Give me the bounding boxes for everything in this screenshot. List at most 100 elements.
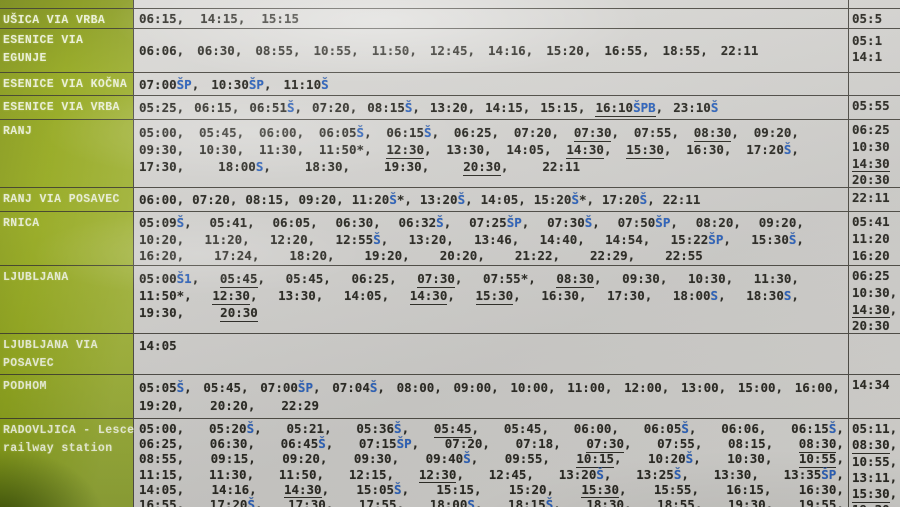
- departure-time: 10:55,: [852, 453, 898, 469]
- departure-time: 14:30,: [852, 301, 898, 319]
- service-code: Š: [457, 192, 466, 207]
- departure-time: 20:30,: [463, 159, 509, 176]
- later-departure-line: 20:30: [852, 318, 900, 333]
- departure-time: 08:55,: [255, 43, 301, 58]
- destination-cell: RANJ VIA POSAVEC: [0, 188, 134, 211]
- destination-label: ESENICE VIA: [3, 34, 84, 47]
- departure-time: 11:20Š*,: [351, 192, 412, 207]
- departure-time: 05:05Š,: [139, 380, 192, 395]
- departure-time: 15:20,: [546, 43, 592, 58]
- later-departures-cell: [848, 73, 900, 95]
- departure-time: 14:30,: [283, 481, 330, 499]
- departures-line: 05:00, 05:20Š, 05:21, 05:36Š, 05:45, 05:45, 06…: [139, 421, 844, 438]
- departures-line: 11:15, 11:30, 11:50, 12:15, 12:30, 12:45, 13:2…: [139, 466, 844, 484]
- destination-cell: LJUBLJANA: [0, 266, 134, 333]
- departure-time: 18:15Š,: [508, 497, 561, 507]
- service-code: Š: [596, 466, 604, 482]
- departure-time: 06:30,: [209, 436, 255, 452]
- departures-cell: 06:06, 06:30, 08:55, 10:55, 11:50, 12:45, 14:1…: [134, 29, 848, 72]
- departure-time: 19:55,: [798, 497, 844, 507]
- departure-time: 15:05Š,: [356, 481, 410, 497]
- departure-time: 12:00,: [624, 380, 670, 395]
- departure-time: 07:55,: [633, 125, 679, 140]
- departure-time: 11:50,: [371, 43, 417, 58]
- departures-line: 05:05Š, 05:45, 07:00ŠP, 07:04Š, 08:00, 09:00,…: [139, 379, 844, 397]
- departure-time: 14:16,: [488, 43, 534, 58]
- departure-time: 05:00,: [139, 421, 185, 436]
- departures-line: 14:05: [139, 337, 844, 354]
- later-departure-line: 05:55: [852, 98, 900, 114]
- departure-time: 16:00,: [794, 380, 840, 395]
- departure-time: 08:20,: [695, 215, 741, 230]
- later-departure-line: 19:30,: [852, 502, 900, 507]
- departure-time: 11:20,: [204, 231, 250, 247]
- later-departure-line: 05:5: [852, 11, 900, 27]
- service-code: Š: [176, 380, 185, 395]
- departure-time: 14:15,: [485, 100, 531, 115]
- departure-time: 14:34: [852, 377, 890, 392]
- departure-time: 09:55,: [504, 451, 550, 467]
- destination-label: PODHOM: [3, 380, 47, 393]
- departure-time: 11:30,: [258, 142, 305, 157]
- departure-time: 06:25,: [351, 271, 397, 286]
- departures-cell: 14:05: [134, 334, 848, 374]
- departure-time: 13:20Š,: [558, 466, 612, 482]
- departure-time: 11:30,: [208, 466, 255, 482]
- departure-time: 08:55,: [139, 451, 185, 467]
- departure-time: 07:30,: [573, 125, 620, 142]
- departure-time: 18:30,: [586, 497, 632, 507]
- departure-time: 10:30,: [852, 284, 898, 300]
- departure-time: 05:45,: [198, 125, 245, 140]
- departure-time: 07:55,: [657, 436, 703, 452]
- departure-time: 11:00,: [567, 380, 613, 395]
- departure-time: 10:20Š,: [648, 451, 701, 467]
- departure-time: 12:30,: [386, 142, 432, 159]
- service-code: ŠP: [297, 380, 313, 395]
- later-departure-line: 06:25: [852, 122, 900, 139]
- departures-line: 19:20, 20:20, 22:29: [139, 397, 844, 415]
- departures-line: 11:50*, 12:30, 13:30, 14:05, 14:30, 15:30, 16:…: [139, 287, 844, 305]
- destination-label: EGUNJE: [3, 52, 47, 65]
- service-code: Š: [673, 466, 682, 482]
- service-code: Š: [584, 215, 593, 230]
- service-code: Š: [681, 421, 689, 436]
- departure-time: 20:20,: [439, 248, 485, 263]
- departure-time: 05:11,: [852, 421, 898, 436]
- departure-time: 06:05Š,: [643, 421, 697, 436]
- later-departure-line: 14:30: [852, 155, 900, 173]
- destination-cell: [0, 0, 134, 8]
- departure-time: 22:55: [665, 248, 703, 263]
- later-departures-cell: 22:11: [848, 188, 900, 211]
- departure-time: 18:00S,: [218, 159, 271, 174]
- later-departure-line: 14:30,: [852, 301, 900, 319]
- departure-time: 07:20,: [312, 100, 358, 115]
- service-code: ŠP: [248, 76, 264, 92]
- departure-time: 06:05Š,: [318, 125, 372, 140]
- departure-time: 12:20,: [270, 231, 316, 247]
- departure-time: 20:30: [852, 172, 890, 187]
- departures-cell: 05:00Š1, 05:45, 05:45, 06:25, 07:30, 07:55*, 0…: [134, 266, 848, 333]
- departure-time: 16:10ŠPB,: [595, 100, 664, 117]
- timetable-row-empty-top: [0, 0, 900, 8]
- departure-time: 11:30,: [753, 271, 799, 286]
- destination-cell: LJUBLJANA VIA POSAVEC: [0, 334, 134, 374]
- departure-time: 06:25: [852, 268, 890, 283]
- departure-time: 07:04Š,: [332, 380, 385, 395]
- departure-time: 09:30,: [139, 142, 185, 157]
- departure-time: 06:32Š,: [398, 215, 452, 230]
- departure-time: 07:00ŠP,: [260, 380, 321, 395]
- service-code: ŠPB: [633, 100, 656, 115]
- departure-time: 06:00,: [573, 421, 619, 436]
- departure-time: 15:30,: [852, 486, 898, 503]
- service-code: Š: [788, 231, 797, 247]
- departures-cell: 06:15, 14:15, 15:15: [134, 9, 848, 28]
- departures-line: 17:30, 18:00S, 18:30, 19:30, 20:30, 22:11: [139, 158, 844, 176]
- departure-time: 05:45,: [503, 421, 549, 436]
- timetable-row-ljubljana: LJUBLJANA 05:00Š1, 05:45, 05:45, 06:25, 07:30…: [0, 265, 900, 333]
- timetable-row-ljubljana-via-posavec: LJUBLJANA VIA POSAVEC 14:05: [0, 333, 900, 374]
- departure-time: 09:15,: [210, 451, 256, 467]
- departure-time: 14:54,: [605, 231, 651, 247]
- departure-time: 05:00Š1,: [139, 271, 200, 286]
- service-code: Š: [373, 231, 381, 247]
- departure-time: 07:30Š,: [547, 215, 600, 230]
